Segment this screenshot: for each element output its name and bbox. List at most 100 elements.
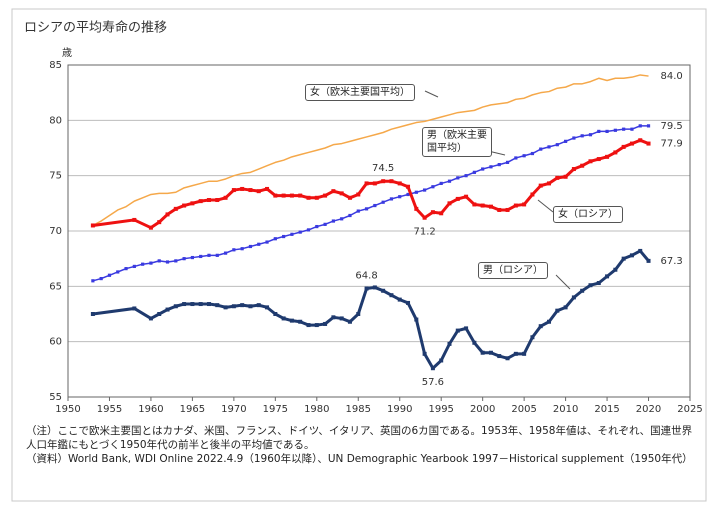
point [605,129,609,133]
point [488,350,493,355]
point [555,175,560,180]
point [455,196,460,201]
notes: （注）ここで欧米主要国とはカナダ、米国、フランス、ドイツ、イタリア、英国の6カ国… [26,424,702,466]
point [505,356,510,361]
point [397,181,402,186]
point [422,215,427,220]
point [588,133,593,137]
point [132,264,136,269]
point [373,203,377,208]
point [514,156,518,160]
point [190,302,195,307]
point [414,190,418,194]
point [430,366,435,371]
point [356,209,360,213]
point [447,341,452,346]
point [281,316,286,321]
legend-callout: 女（欧米主要国平均） [305,84,415,101]
point [248,304,253,309]
x-tick-label: 1995 [428,404,453,415]
point [289,193,294,198]
point [314,323,319,328]
point [148,225,153,230]
point [174,259,178,263]
point [547,181,552,186]
point [513,203,518,208]
point [397,297,402,302]
point [281,193,286,198]
point [588,283,593,288]
point [497,163,501,167]
point [265,240,269,244]
point [248,188,253,193]
point [555,308,560,313]
legend-callout: 男（欧米主要国平均） [422,127,492,157]
point [215,253,219,257]
point [472,170,476,174]
point [289,318,294,323]
point [571,295,576,300]
point [190,255,194,260]
point [298,230,302,234]
point [547,319,552,324]
x-tick-label: 1980 [304,404,329,415]
point [298,193,303,198]
point [547,145,551,149]
point [107,273,112,277]
point [381,200,385,204]
point [646,258,651,263]
point [439,211,444,216]
point [231,304,236,309]
point [588,159,593,164]
point [231,188,236,193]
point [505,160,510,164]
callout-leader [555,274,571,290]
point [464,174,468,178]
point [389,293,394,298]
x-tick-label: 2025 [677,404,702,415]
point [339,316,344,321]
point [414,206,419,211]
x-tick-label: 1965 [180,404,205,415]
point [198,199,203,204]
point [223,305,228,310]
point [430,210,435,215]
point [149,261,153,265]
point [488,204,493,209]
point [273,312,278,316]
point [165,212,170,217]
point [207,253,211,257]
x-tick-label: 1970 [221,404,246,415]
x-tick-label: 1955 [97,404,122,415]
point [306,228,311,232]
point [314,195,319,200]
annotation: 64.8 [355,271,377,282]
point [455,328,460,333]
y-tick-label: 75 [49,171,62,182]
point [132,306,137,311]
plot-area [67,64,691,398]
point [580,288,585,293]
point [240,186,245,191]
point [257,242,261,246]
point [530,192,535,197]
point [206,302,211,307]
x-tick-label: 2000 [470,404,495,415]
point [306,323,311,328]
point [638,124,642,128]
legend-callout: 女（ロシア） [553,206,623,223]
point [538,183,543,188]
point [347,195,352,200]
point [571,167,576,172]
point [646,124,651,128]
callout-leader [537,199,554,213]
y-tick-label: 85 [49,60,62,71]
note: （注）ここで欧米主要国とはカナダ、米国、フランス、ドイツ、イタリア、英国の6カ国… [26,425,693,451]
series-line [92,125,649,282]
point [173,304,178,309]
point [389,179,394,184]
point [381,179,386,184]
point [613,150,618,155]
point [596,157,601,162]
